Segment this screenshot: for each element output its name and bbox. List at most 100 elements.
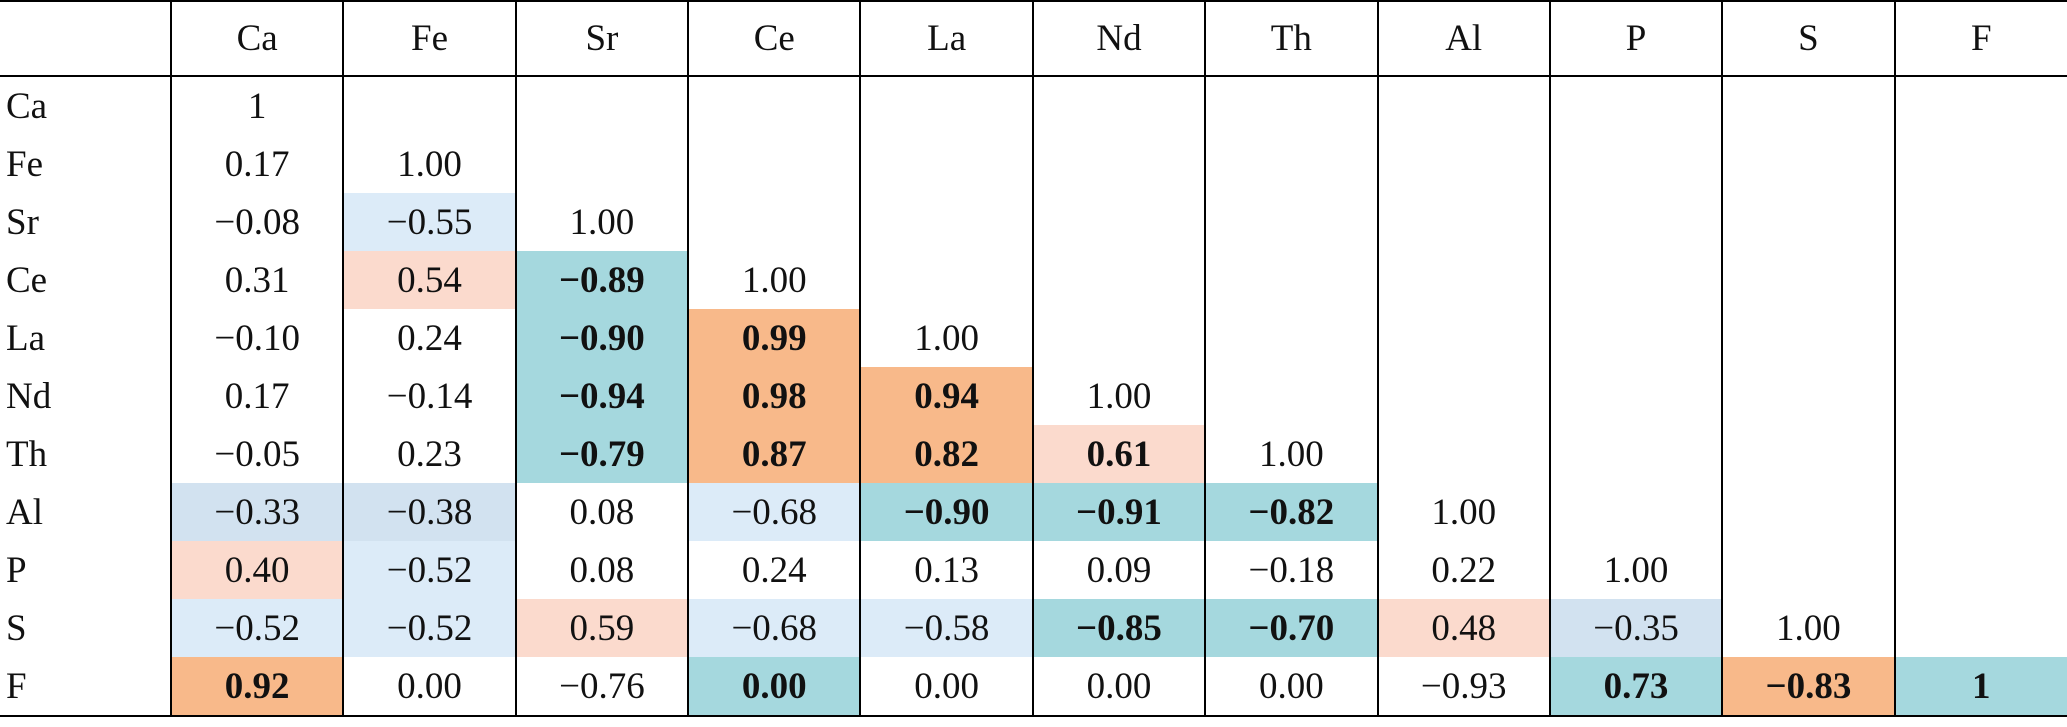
empty-cell	[1204, 193, 1378, 251]
table-row: Th −0.05 0.23 −0.79 0.87 0.82 0.61 1.00	[0, 425, 2067, 483]
empty-cell	[1031, 76, 1206, 135]
correlation-cell: −0.14	[342, 367, 516, 425]
correlation-cell: −0.68	[687, 599, 861, 657]
correlation-cell: −0.55	[342, 193, 516, 251]
correlation-cell: 0.99	[687, 309, 861, 367]
correlation-cell: 0.00	[342, 657, 516, 717]
correlation-cell: 0.00	[1204, 657, 1378, 717]
correlation-cell: 0.73	[1548, 657, 1723, 717]
correlation-cell: 0.24	[342, 309, 516, 367]
empty-cell	[1548, 367, 1723, 425]
table-row: Al −0.33 −0.38 0.08 −0.68 −0.90 −0.91 −0.82 1.00	[0, 483, 2067, 541]
correlation-cell: 0.40	[169, 541, 344, 599]
empty-cell	[1893, 251, 2067, 309]
correlation-cell: 1.00	[1204, 425, 1378, 483]
empty-cell	[1548, 425, 1723, 483]
correlation-cell: −0.58	[859, 599, 1033, 657]
correlation-cell: −0.90	[514, 309, 689, 367]
correlation-cell: 0.22	[1376, 541, 1550, 599]
empty-cell	[1893, 193, 2067, 251]
row-label: La	[6, 317, 46, 359]
row-label: P	[6, 549, 27, 591]
correlation-cell: 1.00	[1376, 483, 1550, 541]
empty-cell	[1893, 425, 2067, 483]
empty-cell	[1721, 483, 1895, 541]
column-header: Al	[1376, 0, 1550, 77]
row-label: Nd	[6, 375, 52, 417]
table-row: Fe 0.17 1.00	[0, 135, 2067, 193]
correlation-cell: 0.23	[342, 425, 516, 483]
column-header: Ca	[169, 0, 344, 77]
empty-cell	[1204, 251, 1378, 309]
empty-cell	[1893, 309, 2067, 367]
empty-cell	[1893, 76, 2067, 135]
empty-cell	[859, 76, 1033, 135]
empty-cell	[1548, 483, 1723, 541]
correlation-cell: 1.00	[687, 251, 861, 309]
correlation-cell: 0.00	[687, 657, 861, 717]
row-label: S	[6, 607, 27, 649]
empty-cell	[1204, 76, 1378, 135]
correlation-cell: 1	[169, 76, 344, 135]
empty-cell	[1721, 76, 1895, 135]
correlation-cell: 0.98	[687, 367, 861, 425]
correlation-cell: −0.33	[169, 483, 344, 541]
correlation-cell: 0.17	[169, 367, 344, 425]
row-label: Th	[6, 433, 48, 475]
table-row: P 0.40 −0.52 0.08 0.24 0.13 0.09 −0.18 0.22 1.00	[0, 541, 2067, 599]
column-header: La	[859, 0, 1033, 77]
column-header: Nd	[1031, 0, 1206, 77]
empty-cell	[1548, 251, 1723, 309]
table-row: La −0.10 0.24 −0.90 0.99 1.00	[0, 309, 2067, 367]
empty-cell	[1721, 541, 1895, 599]
table-row: Sr −0.08 −0.55 1.00	[0, 193, 2067, 251]
table-header: Ca Fe Sr Ce La Nd Th Al P S F	[0, 0, 2067, 77]
empty-cell	[514, 135, 689, 193]
correlation-cell: 1	[1893, 657, 2067, 717]
empty-cell	[1376, 76, 1550, 135]
correlation-cell: 1.00	[1721, 599, 1895, 657]
row-label: Sr	[6, 201, 39, 243]
empty-cell	[1721, 367, 1895, 425]
corner-cell	[0, 0, 171, 77]
correlation-cell: −0.35	[1548, 599, 1723, 657]
empty-cell	[514, 76, 689, 135]
table-row: Nd 0.17 −0.14 −0.94 0.98 0.94 1.00	[0, 367, 2067, 425]
empty-cell	[1031, 135, 1206, 193]
correlation-cell: −0.90	[859, 483, 1033, 541]
empty-cell	[1548, 135, 1723, 193]
empty-cell	[1031, 309, 1206, 367]
correlation-cell: 1.00	[514, 193, 689, 251]
empty-cell	[1031, 251, 1206, 309]
empty-cell	[687, 135, 861, 193]
empty-cell	[1204, 309, 1378, 367]
empty-cell	[1204, 367, 1378, 425]
correlation-cell: 0.08	[514, 541, 689, 599]
correlation-cell: −0.94	[514, 367, 689, 425]
correlation-cell: 0.24	[687, 541, 861, 599]
column-header: F	[1893, 0, 2067, 77]
table-row: Ca 1	[0, 76, 2067, 135]
correlation-cell: −0.18	[1204, 541, 1378, 599]
empty-cell	[1893, 135, 2067, 193]
correlation-cell: 0.13	[859, 541, 1033, 599]
empty-cell	[1721, 425, 1895, 483]
correlation-cell: −0.83	[1721, 657, 1895, 717]
correlation-cell: 0.09	[1031, 541, 1206, 599]
correlation-cell: 0.08	[514, 483, 689, 541]
correlation-cell: −0.70	[1204, 599, 1378, 657]
empty-cell	[687, 193, 861, 251]
empty-cell	[1548, 76, 1723, 135]
column-header: S	[1721, 0, 1895, 77]
row-label: Ce	[6, 259, 48, 301]
correlation-cell: −0.52	[169, 599, 344, 657]
correlation-cell: −0.52	[342, 599, 516, 657]
correlation-cell: −0.85	[1031, 599, 1206, 657]
empty-cell	[1376, 193, 1550, 251]
correlation-cell: 0.94	[859, 367, 1033, 425]
empty-cell	[1893, 599, 2067, 657]
empty-cell	[1721, 309, 1895, 367]
correlation-cell: 0.54	[342, 251, 516, 309]
